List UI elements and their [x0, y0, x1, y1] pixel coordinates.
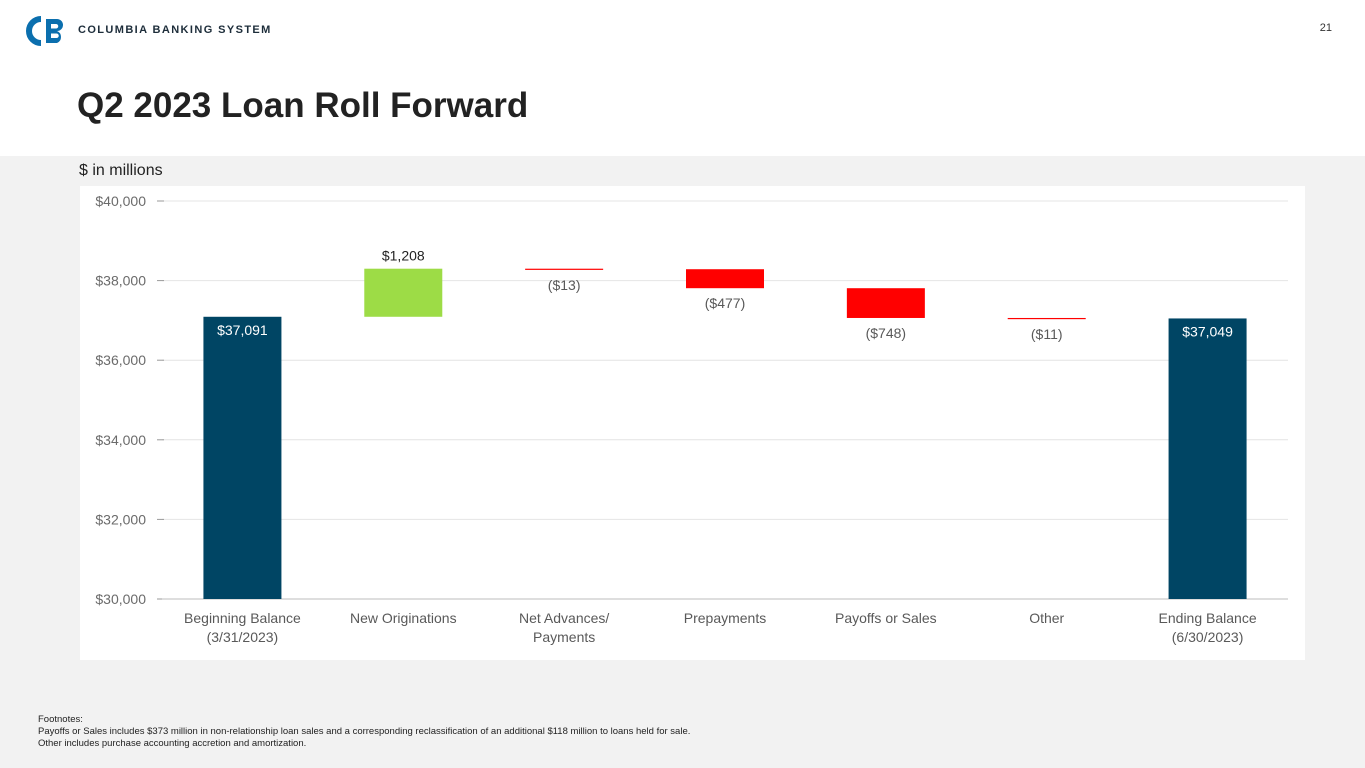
footnote-line: Other includes purchase accounting accre… — [38, 738, 307, 749]
x-tick-label: Net Advances/ — [519, 610, 609, 626]
x-tick-label: New Originations — [350, 610, 457, 626]
x-tick-label: Ending Balance — [1159, 610, 1257, 626]
chart-panel: $30,000 $32,000 $34,000 $36,000 $38,000 $40,0… — [80, 186, 1305, 660]
x-tick-label: Other — [1029, 610, 1064, 626]
bar-decrease — [686, 269, 764, 289]
y-tick-label: $34,000 — [95, 432, 146, 448]
x-tick-label: Prepayments — [684, 610, 766, 626]
data-label: ($748) — [866, 325, 906, 341]
y-tick-label: $36,000 — [95, 352, 146, 368]
waterfall-chart: $30,000 $32,000 $34,000 $36,000 $38,000 $40,0… — [95, 193, 1288, 645]
y-tick-label: $32,000 — [95, 511, 146, 527]
columbia-logo-icon — [26, 16, 63, 46]
bar-decrease — [525, 268, 604, 270]
header: COLUMBIA BANKING SYSTEM 21 Q2 2023 Loan … — [0, 0, 1365, 156]
bar-decrease — [1007, 317, 1086, 320]
data-label: ($477) — [705, 295, 745, 311]
x-tick-label: (6/30/2023) — [1172, 629, 1244, 645]
footnotes: Footnotes: Payoffs or Sales includes $37… — [38, 714, 690, 750]
page-title: Q2 2023 Loan Roll Forward — [77, 86, 529, 125]
footnotes-heading: Footnotes: — [38, 714, 83, 725]
data-label: $37,049 — [1182, 323, 1233, 339]
bar-decrease — [846, 288, 925, 318]
data-label: ($13) — [548, 277, 581, 293]
x-tick-label: Payments — [533, 629, 595, 645]
x-tick-label: Payoffs or Sales — [835, 610, 937, 626]
data-label: $37,091 — [217, 322, 268, 338]
x-tick-label: (3/31/2023) — [207, 629, 279, 645]
data-label: ($11) — [1031, 326, 1063, 342]
bar-total — [1168, 318, 1247, 599]
page-number: 21 — [1319, 22, 1332, 34]
y-tick-label: $40,000 — [95, 193, 146, 209]
y-tick-label: $30,000 — [95, 591, 146, 607]
data-label: $1,208 — [382, 248, 425, 264]
company-name: COLUMBIA BANKING SYSTEM — [78, 24, 272, 36]
units-label: $ in millions — [79, 162, 163, 179]
x-tick-label: Beginning Balance — [184, 610, 301, 626]
footnote-line: Payoffs or Sales includes $373 million i… — [38, 726, 691, 737]
y-tick-label: $38,000 — [95, 273, 146, 289]
bar-total — [203, 316, 282, 599]
bar-increase — [364, 268, 443, 317]
